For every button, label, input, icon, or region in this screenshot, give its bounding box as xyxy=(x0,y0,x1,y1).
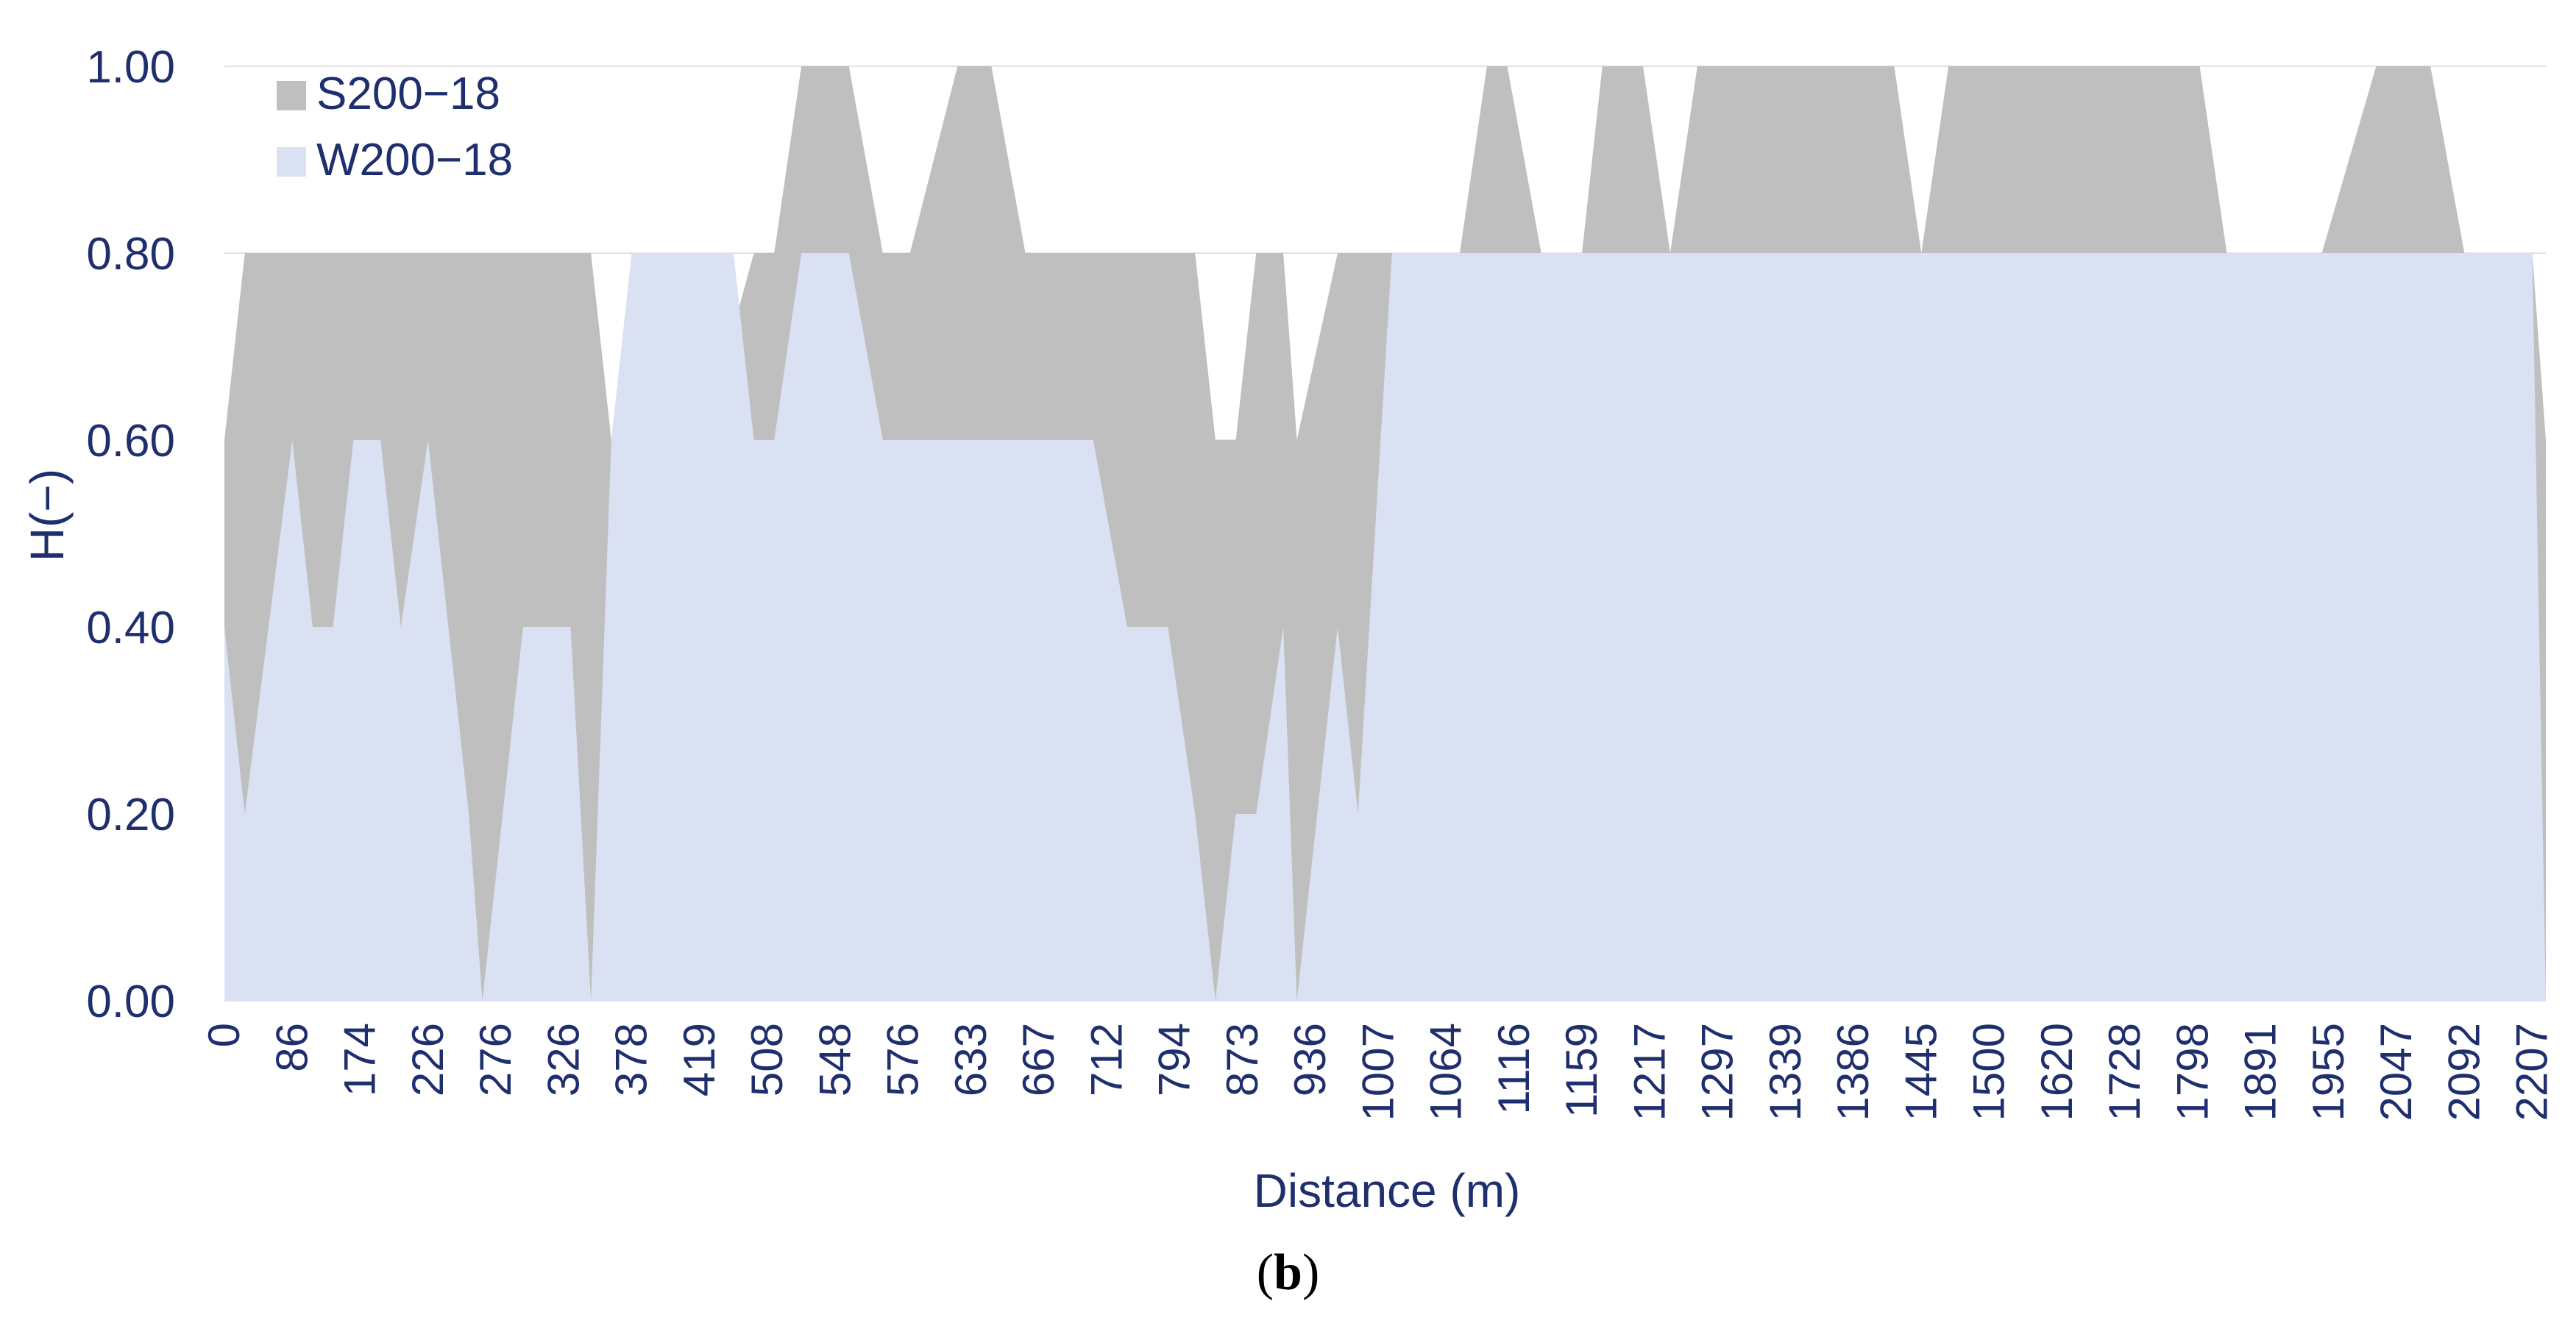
legend-label-1: S200−18 xyxy=(316,68,500,119)
y-tick-label-4: 0.80 xyxy=(86,229,175,280)
x-tick-label-6: 378 xyxy=(607,1023,656,1096)
x-tick-label-18: 1064 xyxy=(1422,1023,1471,1121)
x-tick-label-12: 667 xyxy=(1014,1023,1063,1096)
x-axis-ticks: 0 86 174 226 276 326 378 419 508 548 576 633 667 712 7… xyxy=(199,1023,2557,1121)
panel-label-open: ( xyxy=(1256,1244,1274,1301)
x-tick-label-20: 1159 xyxy=(1557,1023,1606,1118)
x-tick-label-27: 1620 xyxy=(2032,1023,2082,1121)
legend-label-2: W200−18 xyxy=(316,135,513,185)
x-tick-label-1: 86 xyxy=(267,1023,316,1072)
y-tick-label-3: 0.60 xyxy=(86,416,175,467)
panel-label: (b) xyxy=(0,1244,2576,1302)
x-tick-label-22: 1297 xyxy=(1693,1023,1742,1121)
x-tick-label-31: 1955 xyxy=(2304,1023,2353,1121)
y-tick-label-5: 1.00 xyxy=(86,42,175,93)
x-tick-label-3: 226 xyxy=(403,1023,453,1096)
x-tick-label-13: 712 xyxy=(1082,1023,1131,1096)
y-axis-ticks: 0.00 0.20 0.40 0.60 0.80 1.00 xyxy=(86,42,175,1027)
area-series xyxy=(224,66,2546,1001)
x-tick-label-28: 1728 xyxy=(2100,1023,2149,1121)
x-axis-title: Distance (m) xyxy=(1254,1164,1521,1217)
x-tick-label-23: 1339 xyxy=(1761,1023,1810,1121)
x-tick-label-29: 1798 xyxy=(2168,1023,2217,1121)
x-tick-label-9: 548 xyxy=(810,1023,859,1096)
x-tick-label-26: 1500 xyxy=(1965,1023,2014,1121)
area-series-2 xyxy=(224,253,2546,1001)
panel-label-letter: b xyxy=(1274,1244,1302,1301)
y-tick-label-0: 0.00 xyxy=(86,976,175,1027)
y-axis-title: H(−) xyxy=(21,469,74,561)
x-tick-label-34: 2207 xyxy=(2508,1023,2557,1121)
x-tick-label-30: 1891 xyxy=(2236,1023,2285,1121)
x-tick-label-2: 174 xyxy=(336,1023,385,1096)
x-tick-label-4: 276 xyxy=(471,1023,520,1096)
x-tick-label-14: 794 xyxy=(1150,1023,1199,1096)
legend-swatch-2 xyxy=(277,147,306,177)
x-tick-label-5: 326 xyxy=(539,1023,588,1096)
y-tick-label-2: 0.40 xyxy=(86,603,175,653)
x-tick-label-25: 1445 xyxy=(1896,1023,1945,1121)
x-tick-label-21: 1217 xyxy=(1625,1023,1674,1121)
x-tick-label-0: 0 xyxy=(199,1023,249,1047)
x-tick-label-33: 2092 xyxy=(2439,1023,2488,1121)
x-tick-label-24: 1386 xyxy=(1828,1023,1878,1121)
panel-label-close: ) xyxy=(1302,1244,1320,1301)
x-tick-label-8: 508 xyxy=(742,1023,792,1096)
x-tick-label-32: 2047 xyxy=(2371,1023,2421,1121)
x-tick-label-10: 576 xyxy=(879,1023,928,1096)
x-tick-label-19: 1116 xyxy=(1489,1023,1539,1115)
chart-svg: 0.00 0.20 0.40 0.60 0.80 1.00 0 86 174 226 276 326… xyxy=(21,42,2557,1217)
x-tick-label-15: 873 xyxy=(1218,1023,1267,1096)
y-tick-label-1: 0.20 xyxy=(86,790,175,840)
x-tick-label-7: 419 xyxy=(675,1023,724,1096)
legend: S200−18 W200−18 xyxy=(277,68,513,185)
x-tick-label-17: 1007 xyxy=(1353,1023,1402,1121)
x-tick-label-11: 633 xyxy=(946,1023,996,1096)
legend-swatch-1 xyxy=(277,81,306,110)
x-tick-label-16: 936 xyxy=(1285,1023,1335,1096)
